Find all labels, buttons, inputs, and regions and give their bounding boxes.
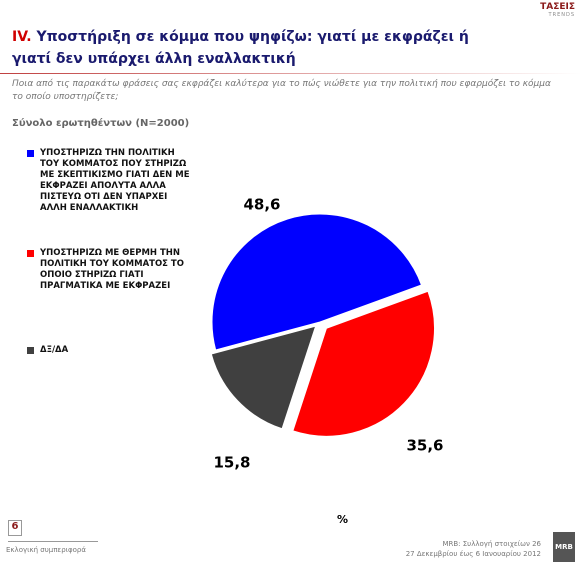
footer-right: MRB: Συλλογή στοιχείων 26 27 Δεκεμβρίου … (406, 539, 541, 559)
pie-slice (292, 290, 435, 437)
data-label: 15,8 (213, 454, 250, 472)
footer-right-2: 27 Δεκεμβρίου έως 6 Ιανουαρίου 2012 (405, 550, 541, 558)
unit: % (337, 513, 349, 526)
pie-slice (210, 325, 317, 430)
divider (0, 73, 581, 74)
footer-right-1: MRB: Συλλογή στοιχείων 26 (442, 540, 541, 548)
footer-line (8, 541, 98, 542)
section: IV. (12, 29, 32, 45)
chart-title: Υποστήριξη σε κόμμα που ψηφίζω: γιατί με… (12, 29, 469, 67)
footer-left: Εκλογική συμπεριφορά (6, 546, 86, 554)
data-label: 35,6 (406, 437, 443, 455)
pie-slice (211, 213, 423, 351)
title-block: IV. Υποστήριξη σε κόμμα που ψηφίζω: γιατ… (12, 26, 482, 70)
logo-sub: TRENDS (548, 12, 575, 18)
page-number: 6 (8, 520, 22, 536)
legend-label: ΥΠΟΣΤΗΡΙΖΩ ΜΕ ΘΕΡΜΗ ΤΗΝ ΠΟΛΙΤΙΚΗ ΤΟΥ ΚΟΜ… (40, 248, 184, 291)
legend-label: ΥΠΟΣΤΗΡΙΖΩ ΤΗΝ ΠΟΛΙΤΙΚΗ ΤΟΥ ΚΟΜΜΑΤΟΣ ΠΟΥ… (40, 148, 190, 213)
logo-name: ΤΑΣΕΙΣ (540, 2, 575, 12)
logo: ΤΑΣΕΙΣ TRENDS (527, 2, 575, 22)
legend-label: ΔΞ/ΔΑ (40, 345, 69, 355)
legend-swatch (27, 150, 34, 157)
legend-swatch (27, 250, 34, 257)
legend-swatch (27, 347, 34, 354)
brand: MRB (553, 532, 575, 562)
data-label: 48,6 (243, 196, 280, 214)
base-note: Σύνολο ερωτηθέντων (Ν=2000) (12, 118, 190, 129)
subtitle: Ποια από τις παρακάτω φράσεις σας εκφράζ… (12, 79, 551, 102)
